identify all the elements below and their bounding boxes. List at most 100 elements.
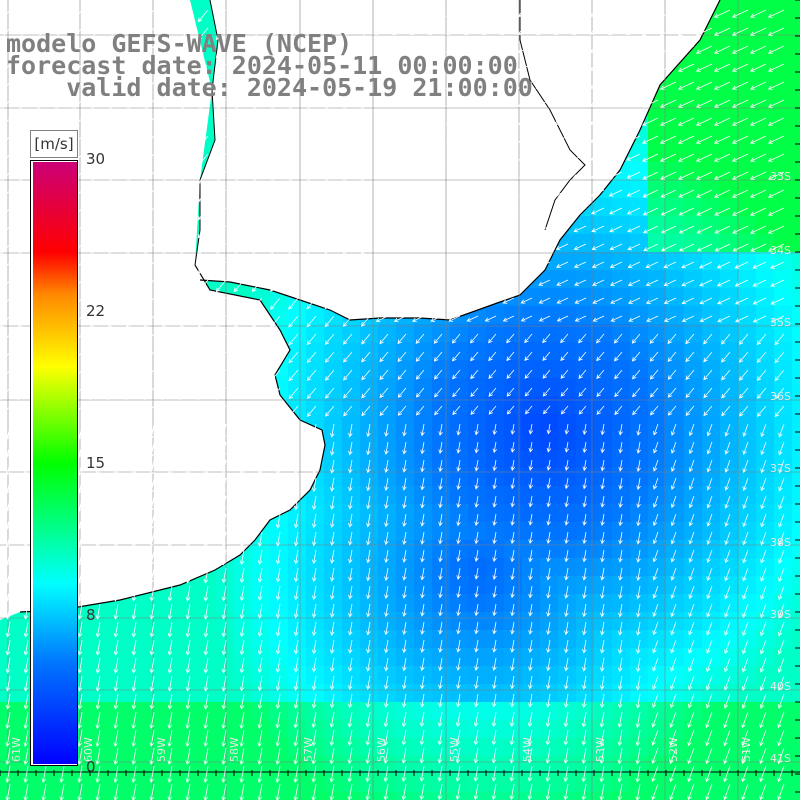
wind-cell (378, 792, 397, 800)
wind-cell (90, 756, 109, 775)
wind-cell (738, 216, 757, 235)
wind-cell (594, 450, 613, 469)
wind-cell (756, 756, 775, 775)
wind-cell (666, 432, 685, 451)
wind-cell (648, 720, 667, 739)
wind-cell (396, 504, 415, 523)
wind-arrow (463, 45, 479, 54)
wind-cell (648, 162, 667, 181)
wind-cell (468, 702, 487, 721)
wind-cell (360, 468, 379, 487)
wind-cell (450, 612, 469, 631)
wind-cell (468, 666, 487, 685)
wind-cell (594, 702, 613, 721)
wind-cell (558, 450, 577, 469)
wind-cell (270, 774, 289, 793)
wind-cell (720, 666, 739, 685)
wind-cell (792, 594, 800, 613)
wind-cell (702, 180, 721, 199)
wind-cell (414, 756, 433, 775)
wind-cell (684, 90, 703, 109)
longitude-label: 54W (521, 737, 534, 762)
wind-cell (522, 414, 541, 433)
wind-cell (306, 558, 325, 577)
wind-cell (630, 504, 649, 523)
wind-cell (612, 666, 631, 685)
wind-cell (324, 648, 343, 667)
wind-cell (72, 792, 91, 800)
wind-cell (270, 576, 289, 595)
wind-cell (486, 540, 505, 559)
wind-cell (198, 756, 217, 775)
wind-cell (684, 270, 703, 289)
wind-cell (396, 486, 415, 505)
wind-cell (234, 576, 253, 595)
wind-cell (378, 594, 397, 613)
wind-cell (198, 648, 217, 667)
wind-cell (234, 720, 253, 739)
wind-cell (792, 450, 800, 469)
wind-cell (378, 450, 397, 469)
wind-cell (792, 630, 800, 649)
wind-cell (216, 576, 235, 595)
wind-cell (774, 72, 793, 91)
wind-arrow (35, 63, 47, 77)
wind-arrow (143, 9, 155, 23)
wind-cell (378, 342, 397, 361)
wind-cell (504, 612, 523, 631)
longitude-label: 51W (740, 737, 753, 762)
wind-cell (576, 504, 595, 523)
wind-cell (126, 702, 145, 721)
wind-arrow (143, 63, 155, 77)
wind-cell (630, 666, 649, 685)
wind-cell (774, 198, 793, 217)
wind-cell (558, 738, 577, 757)
wind-cell (756, 540, 775, 559)
wind-cell (792, 342, 800, 361)
wind-cell (324, 612, 343, 631)
wind-cell (378, 540, 397, 559)
wind-cell (720, 162, 739, 181)
wind-cell (792, 396, 800, 415)
wind-cell (198, 720, 217, 739)
wind-cell (324, 324, 343, 343)
wind-cell (756, 378, 775, 397)
wind-cell (504, 306, 523, 325)
wind-cell (702, 288, 721, 307)
wind-cell (360, 486, 379, 505)
wind-cell (648, 486, 667, 505)
wind-cell (720, 54, 739, 73)
wind-cell (612, 396, 631, 415)
wind-cell (540, 594, 559, 613)
wind-cell (612, 342, 631, 361)
wind-cell (162, 702, 181, 721)
wind-arrow (305, 45, 317, 59)
wind-cell (612, 378, 631, 397)
wind-cell (252, 774, 271, 793)
wind-cell (342, 378, 361, 397)
wind-cell (774, 396, 793, 415)
wind-cell (0, 630, 19, 649)
wind-arrow (625, 9, 641, 18)
wind-cell (486, 702, 505, 721)
wind-cell (108, 612, 127, 631)
wind-cell (396, 612, 415, 631)
wind-cell (108, 720, 127, 739)
wind-cell (306, 306, 325, 325)
wind-cell (792, 522, 800, 541)
wind-cell (702, 450, 721, 469)
wind-cell (774, 648, 793, 667)
wind-cell (324, 738, 343, 757)
wind-cell (468, 450, 487, 469)
wind-cell (594, 396, 613, 415)
wind-cell (288, 360, 307, 379)
wind-cell (702, 306, 721, 325)
wind-cell (342, 630, 361, 649)
wind-cell (288, 774, 307, 793)
wind-arrow (179, 9, 191, 23)
wind-cell (774, 342, 793, 361)
wind-cell (702, 666, 721, 685)
wind-cell (162, 756, 181, 775)
wind-cell (774, 576, 793, 595)
wind-cell (738, 450, 757, 469)
